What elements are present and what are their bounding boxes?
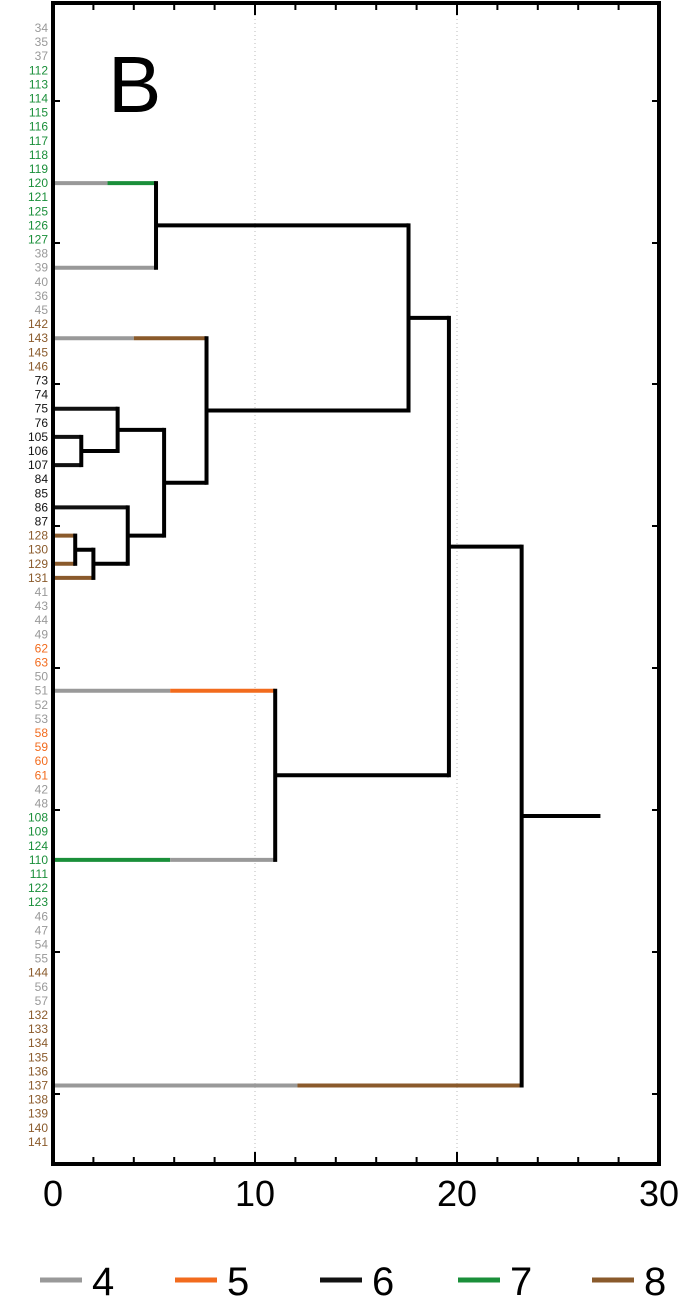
plot-frame — [51, 1, 661, 1166]
leaf-label: 133 — [28, 1022, 48, 1036]
leaf-label: 50 — [35, 670, 49, 684]
legend-label: 4 — [92, 1260, 114, 1296]
leaf-label: 141 — [28, 1135, 48, 1149]
x-tick-labels: 0 10 20 30 — [43, 1173, 679, 1214]
leaf-label: 125 — [28, 204, 48, 218]
leaf-label: 49 — [35, 627, 49, 641]
leaf-label: 86 — [35, 500, 49, 514]
leaf-label: 37 — [35, 49, 49, 63]
leaf-label: 136 — [28, 1064, 48, 1078]
legend-label: 5 — [227, 1260, 249, 1296]
leaf-label: 121 — [28, 190, 48, 204]
leaf-label: 131 — [28, 571, 48, 585]
grid-lines — [254, 3, 458, 1164]
leaf-label: 115 — [29, 106, 48, 120]
leaf-label: 44 — [35, 613, 49, 627]
leaf-label: 129 — [28, 557, 48, 571]
leaf-label: 134 — [28, 1036, 48, 1050]
leaf-label: 123 — [28, 895, 48, 909]
leaf-label: 144 — [28, 966, 48, 980]
leaf-label: 116 — [29, 120, 48, 134]
leaf-label: 108 — [28, 811, 48, 825]
leaf-label: 59 — [35, 740, 49, 754]
leaf-label: 73 — [35, 374, 49, 388]
leaf-label: 127 — [28, 233, 48, 247]
legend-label: 6 — [372, 1260, 394, 1296]
leaf-label: 45 — [35, 303, 49, 317]
leaf-label: 58 — [35, 726, 49, 740]
x-tick-label: 20 — [437, 1173, 477, 1214]
leaf-label: 112 — [29, 63, 48, 77]
leaf-label: 75 — [35, 402, 49, 416]
leaf-label: 139 — [28, 1107, 48, 1121]
leaf-label: 143 — [28, 331, 48, 345]
panel-label: B — [108, 40, 161, 129]
leaf-label: 76 — [35, 416, 49, 430]
leaf-label: 34 — [35, 21, 49, 35]
x-tick-label: 30 — [639, 1173, 679, 1214]
leaf-label: 109 — [28, 825, 48, 839]
leaf-label: 84 — [35, 472, 49, 486]
leaf-label: 117 — [29, 134, 48, 148]
leaf-label: 118 — [29, 148, 48, 162]
legend-label: 8 — [644, 1260, 666, 1296]
x-tick-label: 0 — [43, 1173, 63, 1214]
dendrogram-branches — [53, 181, 601, 1088]
leaf-label: 56 — [35, 980, 49, 994]
leaf-label: 60 — [35, 754, 49, 768]
leaf-label: 87 — [35, 515, 49, 529]
leaf-label: 46 — [35, 909, 49, 923]
axis-ticks — [52, 3, 660, 1164]
leaf-label: 124 — [28, 839, 48, 853]
leaf-label: 106 — [28, 444, 48, 458]
leaf-label: 145 — [28, 345, 48, 359]
leaf-label: 35 — [35, 35, 49, 49]
leaf-label: 113 — [29, 77, 48, 91]
leaf-label: 122 — [28, 881, 48, 895]
leaf-label: 85 — [35, 486, 49, 500]
leaf-label: 140 — [28, 1121, 48, 1135]
leaf-label: 126 — [28, 218, 48, 232]
leaf-label: 40 — [35, 275, 49, 289]
leaf-label: 142 — [28, 317, 48, 331]
leaf-label: 51 — [35, 684, 49, 698]
legend: 4 5 6 7 8 — [40, 1260, 666, 1296]
leaf-label: 128 — [28, 529, 48, 543]
leaf-label: 74 — [35, 388, 49, 402]
leaf-label: 38 — [35, 247, 49, 261]
leaf-label: 53 — [35, 712, 49, 726]
leaf-label: 43 — [35, 599, 49, 613]
leaf-label: 54 — [35, 938, 49, 952]
leaf-label: 114 — [29, 92, 48, 106]
leaf-label: 36 — [35, 289, 49, 303]
leaf-label: 135 — [28, 1050, 48, 1064]
leaf-label: 119 — [29, 162, 48, 176]
leaf-label: 48 — [35, 797, 49, 811]
x-tick-label: 10 — [235, 1173, 275, 1214]
leaf-label: 57 — [35, 994, 49, 1008]
leaf-label: 111 — [30, 867, 49, 881]
leaf-label: 55 — [35, 952, 49, 966]
leaf-label: 63 — [35, 656, 49, 670]
leaf-labels: 3435371121131141151161171181191201211251… — [28, 21, 48, 1149]
legend-label: 7 — [510, 1260, 532, 1296]
leaf-label: 110 — [29, 853, 48, 867]
leaf-label: 138 — [28, 1093, 48, 1107]
leaf-label: 105 — [28, 430, 48, 444]
leaf-label: 146 — [28, 359, 48, 373]
leaf-label: 42 — [35, 782, 49, 796]
leaf-label: 39 — [35, 261, 49, 275]
leaf-label: 137 — [28, 1079, 48, 1093]
leaf-label: 41 — [35, 585, 49, 599]
leaf-label: 130 — [28, 543, 48, 557]
leaf-label: 47 — [35, 923, 49, 937]
leaf-label: 107 — [28, 458, 48, 472]
leaf-label: 120 — [28, 176, 48, 190]
leaf-label: 61 — [35, 768, 49, 782]
leaf-label: 132 — [28, 1008, 48, 1022]
leaf-label: 52 — [35, 698, 49, 712]
leaf-label: 62 — [35, 641, 49, 655]
